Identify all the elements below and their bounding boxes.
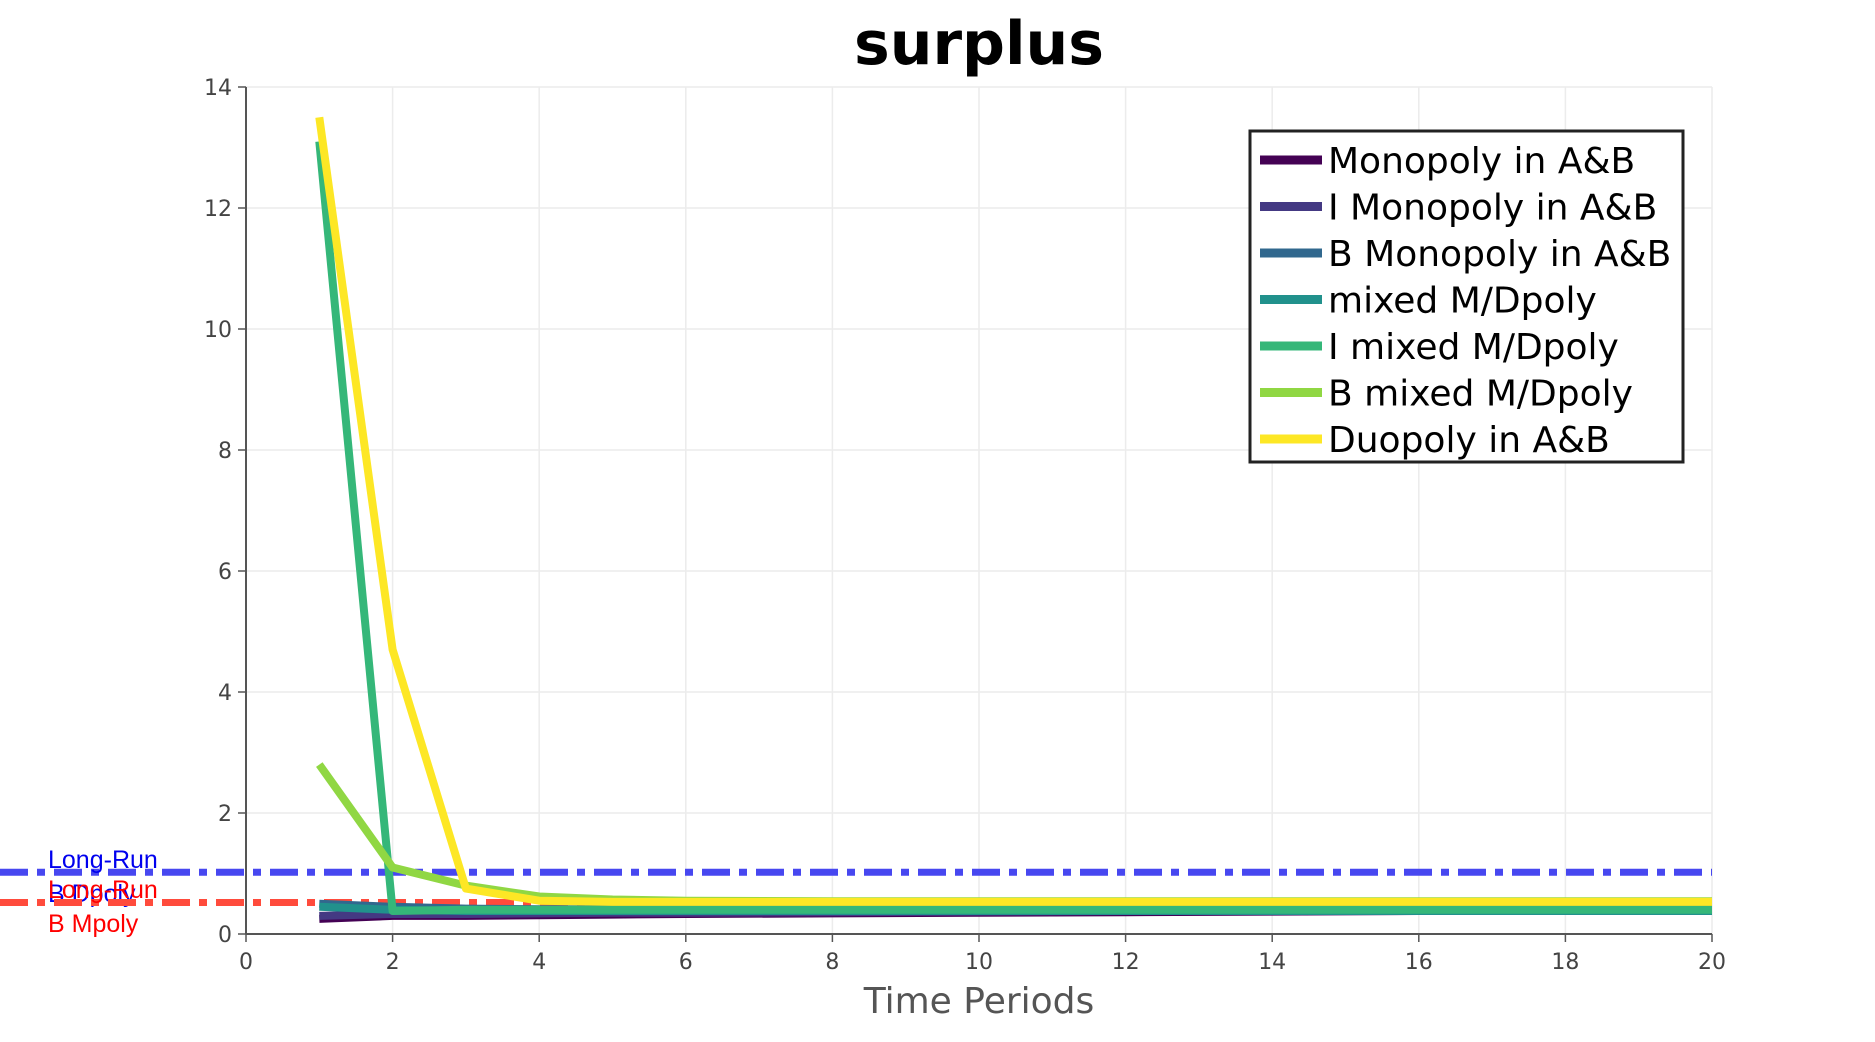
x-tick-label: 10 <box>965 950 993 975</box>
legend-label: I mixed M/Dpoly <box>1328 327 1619 368</box>
legend-label: mixed M/Dpoly <box>1328 281 1597 322</box>
reference-label: Long-Run <box>48 876 158 904</box>
y-tick-label: 10 <box>204 318 232 343</box>
y-tick-label: 14 <box>204 76 232 101</box>
y-tick-label: 2 <box>218 802 232 827</box>
chart-title: surplus <box>854 9 1104 79</box>
legend-label: B mixed M/Dpoly <box>1328 374 1633 415</box>
series-line <box>315 141 1712 915</box>
x-tick-label: 16 <box>1405 950 1433 975</box>
axes <box>238 86 1713 942</box>
x-tick-label: 4 <box>532 950 546 975</box>
x-tick-label: 12 <box>1112 950 1140 975</box>
legend: Monopoly in A&B I Monopoly in A&B B Monopo… <box>1248 129 1685 464</box>
x-tick-label: 14 <box>1258 950 1286 975</box>
legend-label: Duopoly in A&B <box>1328 420 1610 461</box>
y-tick-label: 0 <box>218 923 232 948</box>
y-tick-label: 4 <box>218 681 232 706</box>
x-tick-label: 6 <box>679 950 693 975</box>
y-tick-label: 8 <box>218 439 232 464</box>
x-tick-label: 0 <box>239 950 253 975</box>
series-line <box>316 762 1712 906</box>
reference-label: Long-Run <box>48 846 158 874</box>
reference-label: B Mpoly <box>48 910 139 938</box>
x-tick-label: 2 <box>386 950 400 975</box>
x-tick-label: 8 <box>825 950 839 975</box>
y-tick-label: 6 <box>218 560 232 585</box>
legend-box <box>1248 129 1685 464</box>
legend-label: I Monopoly in A&B <box>1328 188 1657 229</box>
x-tick-label: 18 <box>1551 950 1579 975</box>
legend-label: Monopoly in A&B <box>1328 141 1635 182</box>
x-tick-label: 20 <box>1698 950 1726 975</box>
x-axis-label: Time Periods <box>863 981 1095 1022</box>
legend-label: B Monopoly in A&B <box>1328 234 1671 275</box>
tick-labels: 0 2 4 6 8 10 12 14 16 18 20 0 2 4 6 8 10 12 14 <box>204 76 1726 975</box>
series-line <box>315 116 1712 906</box>
y-tick-label: 12 <box>204 197 232 222</box>
series-lines <box>315 116 1713 923</box>
